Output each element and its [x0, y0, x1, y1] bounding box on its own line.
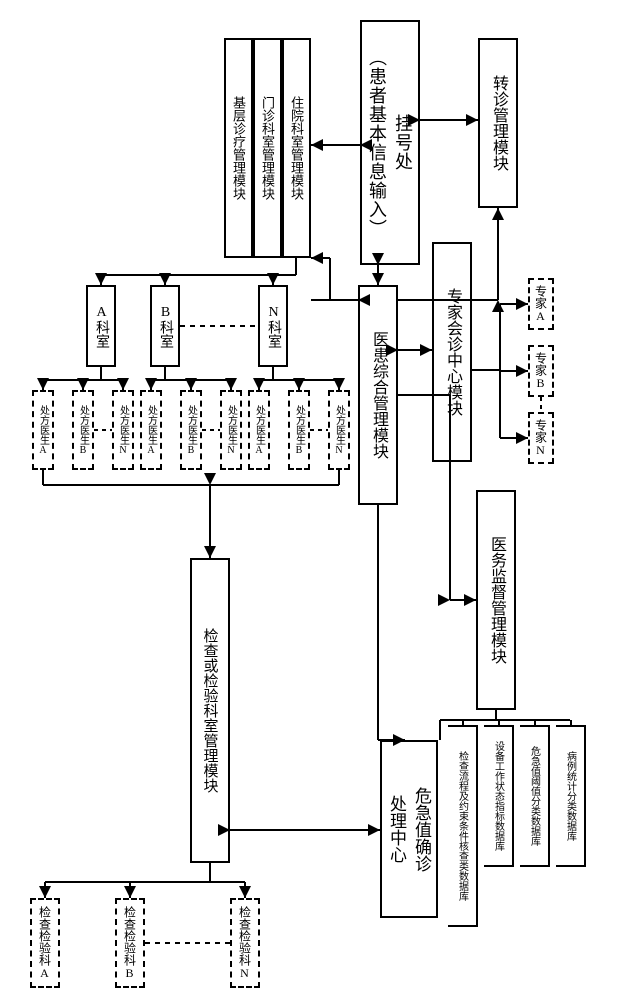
- dept-a-node: A科室: [86, 285, 116, 367]
- integrated-label: 医患综合管理模块: [366, 331, 390, 459]
- doc-a2-label: 处方医生B: [76, 405, 91, 456]
- doc-n1-label: 处方医生A: [252, 405, 267, 456]
- outpatient-label: 门诊科室管理模块: [258, 96, 277, 200]
- exam-b-label: 检查检验科B: [122, 906, 139, 980]
- doc-n2: 处方医生B: [288, 390, 310, 470]
- supervision-label: 医务监督管理模块: [484, 536, 508, 664]
- integrated-node: 医患综合管理模块: [358, 285, 398, 505]
- db3-label: 危急值阈值分类数据库: [527, 746, 542, 846]
- basic-treat-node: 基层诊疗管理模块: [224, 38, 253, 258]
- db4-label: 病例统计分类数据库: [563, 751, 578, 841]
- dept-b-node: B科室: [150, 285, 180, 367]
- inpatient-label: 住院科室管理模块: [287, 96, 306, 200]
- dept-a-label: A科室: [91, 305, 111, 348]
- doc-b2: 处方医生B: [180, 390, 202, 470]
- exam-mgmt-label: 检查或检验科室管理模块: [200, 628, 221, 793]
- expert-b-node: 专家B: [528, 345, 554, 397]
- registration-node: 挂号处（患者基本信息输入）: [360, 20, 420, 265]
- critical-center-node: 危急值确诊处理中心: [380, 740, 438, 918]
- doc-b3: 处方医生N: [220, 390, 242, 470]
- doc-n3: 处方医生N: [328, 390, 350, 470]
- doc-b2-label: 处方医生B: [184, 405, 199, 456]
- outpatient-node: 门诊科室管理模块: [253, 38, 282, 258]
- doc-b3-label: 处方医生N: [224, 405, 239, 456]
- doc-a2: 处方医生B: [72, 390, 94, 470]
- dept-n-node: N科室: [258, 285, 288, 367]
- db3-node: 危急值阈值分类数据库: [520, 725, 550, 867]
- expert-center-label: 专家会诊中心模块: [440, 288, 464, 416]
- doc-a1-label: 处方医生A: [36, 405, 51, 456]
- dept-n-label: N科室: [263, 305, 283, 348]
- db2-node: 设备工作状态指标数据库: [484, 725, 514, 867]
- expert-n-node: 专家N: [528, 412, 554, 464]
- expert-a-node: 专家A: [528, 278, 554, 330]
- dept-b-label: B科室: [155, 305, 175, 348]
- exam-mgmt-node: 检查或检验科室管理模块: [190, 558, 230, 863]
- doc-b1: 处方医生A: [140, 390, 162, 470]
- registration-label: 挂号处（患者基本信息输入）: [364, 48, 416, 238]
- referral-label: 转诊管理模块: [486, 75, 510, 171]
- basic-treat-label: 基层诊疗管理模块: [229, 96, 248, 200]
- doc-a3: 处方医生N: [112, 390, 134, 470]
- supervision-node: 医务监督管理模块: [476, 490, 516, 710]
- referral-node: 转诊管理模块: [478, 38, 518, 208]
- expert-n-label: 专家N: [533, 419, 550, 457]
- expert-b-label: 专家B: [533, 352, 550, 390]
- doc-n3-label: 处方医生N: [332, 405, 347, 456]
- exam-a-node: 检查检验科A: [30, 898, 60, 988]
- doc-a3-label: 处方医生N: [116, 405, 131, 456]
- doc-n1: 处方医生A: [248, 390, 270, 470]
- exam-n-label: 检查检验科N: [237, 906, 254, 980]
- db4-node: 病例统计分类数据库: [556, 725, 586, 867]
- db1-node: 检查流程及约束条件核查类数据库: [448, 725, 478, 927]
- doc-b1-label: 处方医生A: [144, 405, 159, 456]
- exam-a-label: 检查检验科A: [37, 906, 54, 980]
- inpatient-node: 住院科室管理模块: [282, 38, 311, 258]
- doc-a1: 处方医生A: [32, 390, 54, 470]
- db1-label: 检查流程及约束条件核查类数据库: [455, 751, 470, 901]
- exam-n-node: 检查检验科N: [230, 898, 260, 988]
- db2-label: 设备工作状态指标数据库: [491, 741, 506, 851]
- expert-center-node: 专家会诊中心模块: [432, 242, 472, 462]
- doc-n2-label: 处方医生B: [292, 405, 307, 456]
- critical-center-label: 危急值确诊处理中心: [384, 787, 434, 872]
- expert-a-label: 专家A: [533, 285, 550, 323]
- exam-b-node: 检查检验科B: [115, 898, 145, 988]
